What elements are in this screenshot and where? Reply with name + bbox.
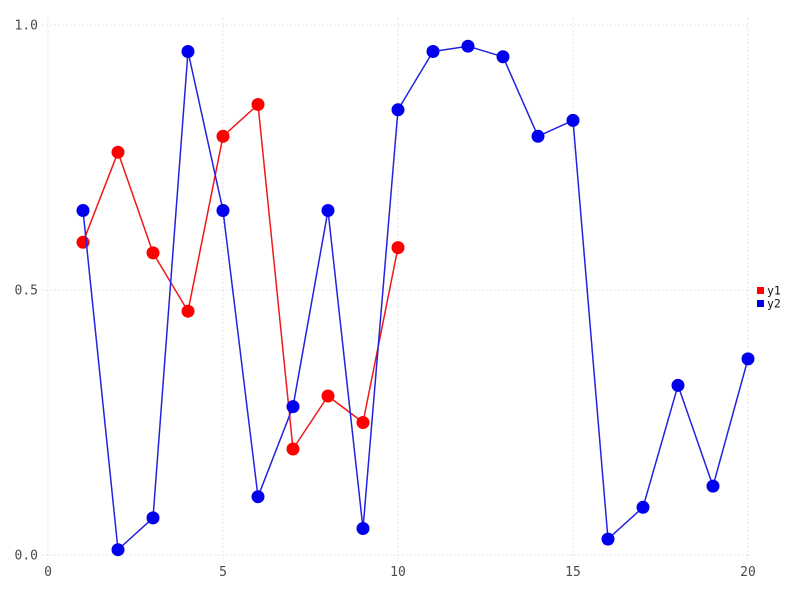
legend-swatch-y1 bbox=[757, 287, 764, 294]
data-point-y1 bbox=[356, 416, 370, 429]
data-point-y2 bbox=[461, 39, 475, 53]
data-point-y2 bbox=[566, 113, 580, 127]
legend-label-y2: y2 bbox=[767, 297, 781, 311]
data-point-y1 bbox=[286, 442, 300, 456]
data-point-y2 bbox=[531, 129, 545, 143]
data-point-y1 bbox=[76, 235, 90, 249]
data-point-y2 bbox=[636, 500, 650, 514]
series-line-y2 bbox=[82, 45, 749, 551]
data-point-y2 bbox=[286, 400, 300, 414]
data-point-y1 bbox=[181, 304, 195, 318]
y-tick-label: 0.5 bbox=[15, 284, 38, 299]
data-point-y1 bbox=[111, 145, 125, 159]
x-tick-label: 10 bbox=[390, 565, 406, 580]
data-point-y2 bbox=[251, 490, 265, 504]
series-line-y1 bbox=[82, 103, 399, 450]
x-tick-label: 15 bbox=[565, 565, 581, 580]
y-tick-label: 0.0 bbox=[15, 549, 38, 564]
data-point-y2 bbox=[706, 479, 720, 493]
data-point-y2 bbox=[181, 45, 195, 58]
data-point-y2 bbox=[426, 45, 440, 58]
data-point-y1 bbox=[391, 241, 405, 255]
data-point-y2 bbox=[356, 522, 370, 535]
data-point-y2 bbox=[76, 204, 90, 217]
data-point-y2 bbox=[321, 204, 335, 217]
legend-label-y1: y1 bbox=[767, 284, 781, 298]
data-point-y2 bbox=[496, 50, 510, 64]
data-point-y2 bbox=[391, 103, 405, 117]
data-point-y1 bbox=[216, 129, 230, 143]
data-point-y2 bbox=[671, 378, 685, 392]
data-point-y2 bbox=[146, 511, 160, 525]
x-tick-label: 5 bbox=[219, 565, 227, 580]
data-point-y2 bbox=[216, 204, 230, 217]
x-tick-label: 20 bbox=[740, 565, 756, 580]
data-point-y1 bbox=[146, 246, 160, 260]
y-tick-label: 1.0 bbox=[15, 19, 38, 34]
data-point-y2 bbox=[111, 543, 125, 557]
data-point-y1 bbox=[321, 389, 335, 403]
data-point-y1 bbox=[251, 98, 265, 111]
data-point-y2 bbox=[741, 352, 755, 366]
x-tick-label: 0 bbox=[44, 565, 52, 580]
data-point-y2 bbox=[601, 532, 615, 546]
legend-swatch-y2 bbox=[757, 300, 764, 307]
